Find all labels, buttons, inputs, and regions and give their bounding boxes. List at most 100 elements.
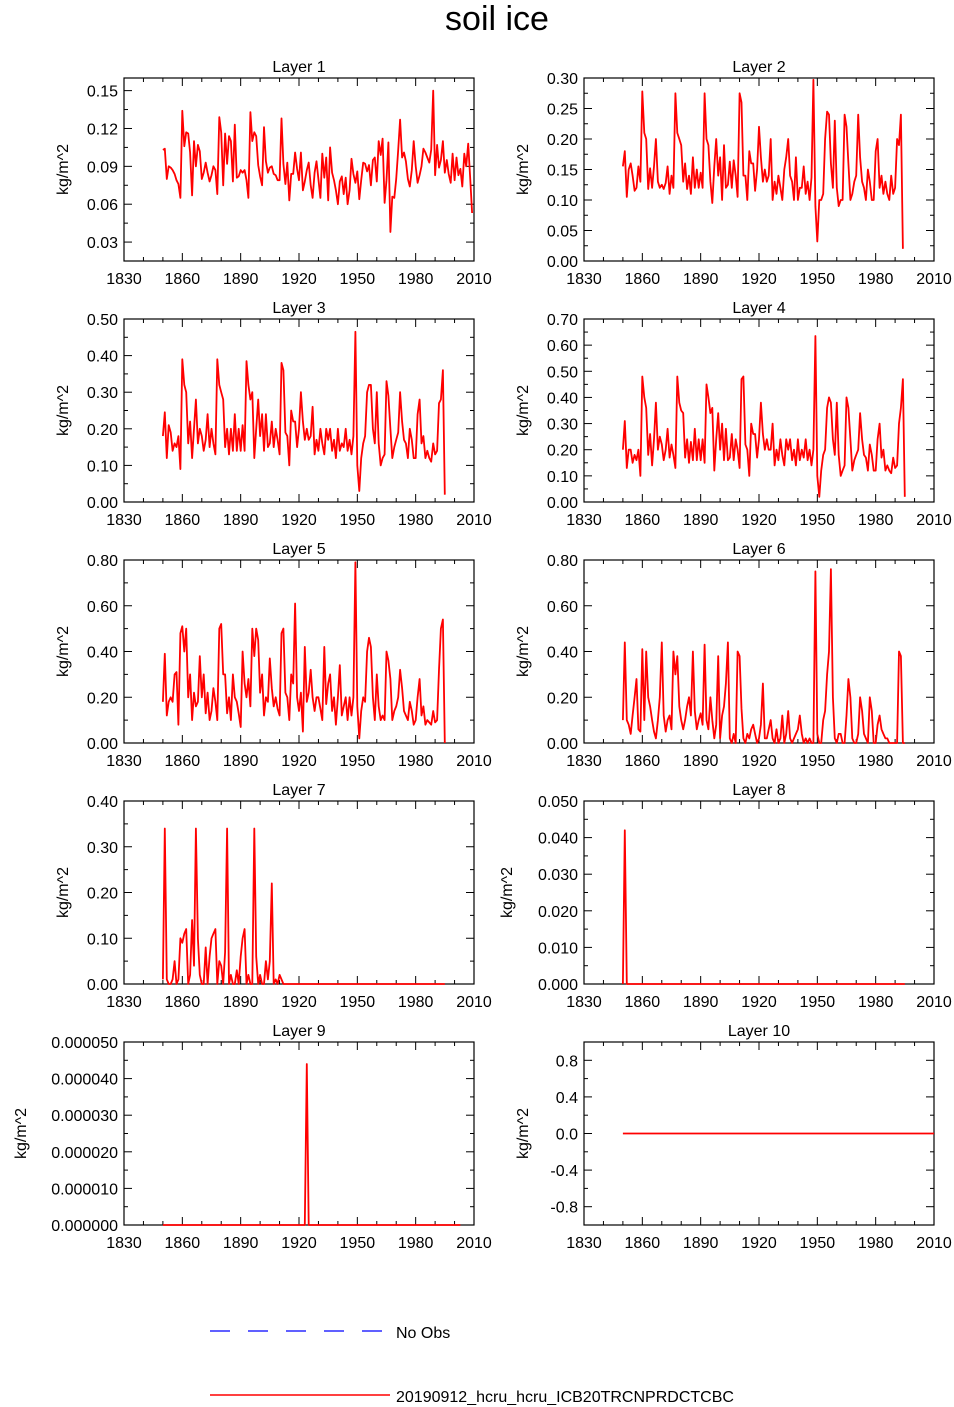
y-tick-label: 0.00 — [547, 254, 578, 271]
x-tick-label: 1950 — [340, 753, 376, 770]
y-axis-label: kg/m^2 — [515, 626, 532, 677]
plot-frame — [583, 77, 935, 262]
y-tick-label: 0.00 — [87, 495, 118, 512]
x-tick-label: 1830 — [106, 753, 142, 770]
y-tick-label: 0.0 — [556, 1127, 578, 1144]
x-tick-label: 1980 — [858, 271, 894, 288]
y-tick-label: 0.20 — [547, 690, 578, 707]
x-tick-label: 1980 — [858, 1235, 894, 1252]
y-tick-label: 0.10 — [547, 193, 578, 210]
x-tick-label: 1950 — [800, 271, 836, 288]
y-tick-label: 0.06 — [87, 197, 118, 214]
y-tick-label: 0.09 — [87, 159, 118, 176]
x-tick-label: 1830 — [106, 1235, 142, 1252]
plot-frame — [123, 318, 475, 503]
panel-layer-8: Layer 8 1830 1860 1890 1920 1950 1980 2010 0.000… — [499, 782, 952, 1011]
x-tick-label: 1980 — [398, 512, 434, 529]
x-tick-label: 1860 — [625, 1235, 661, 1252]
series-line — [162, 1063, 461, 1226]
y-tick-label: 0.000020 — [51, 1145, 118, 1162]
y-tick-label: 0.000050 — [51, 1035, 118, 1052]
x-tick-label: 1860 — [625, 753, 661, 770]
y-tick-label: 0.10 — [547, 469, 578, 486]
x-tick-label: 1830 — [566, 512, 602, 529]
x-tick-label: 1890 — [683, 753, 719, 770]
y-tick-label: 0.4 — [556, 1090, 578, 1107]
x-tick-label: 1830 — [566, 271, 602, 288]
x-tick-label: 1890 — [683, 994, 719, 1011]
y-tick-label: 0.00 — [547, 495, 578, 512]
legend-obs-label: No Obs — [396, 1325, 450, 1342]
x-tick-label: 1920 — [741, 753, 777, 770]
x-tick-label: 1950 — [800, 1235, 836, 1252]
y-axis-label: kg/m^2 — [55, 385, 72, 436]
x-tick-label: 1860 — [165, 753, 201, 770]
y-tick-label: 0.30 — [87, 840, 118, 857]
panel-layer-3: Layer 3 1830 1860 1890 1920 1950 1980 2010 0.00 0… — [55, 300, 492, 529]
y-tick-label: 0.8 — [556, 1053, 578, 1070]
x-tick-label: 1860 — [625, 512, 661, 529]
y-tick-label: 0.00 — [547, 736, 578, 753]
x-tick-label: 1980 — [858, 753, 894, 770]
y-tick-label: -0.8 — [550, 1200, 578, 1217]
y-tick-label: 0.60 — [87, 599, 118, 616]
y-tick-label: 0.000010 — [51, 1181, 118, 1198]
panel-title: Layer 8 — [732, 782, 785, 799]
plot-frame — [123, 800, 475, 985]
x-tick-label: 1890 — [223, 994, 259, 1011]
x-tick-label: 1830 — [106, 994, 142, 1011]
x-tick-label: 1920 — [741, 271, 777, 288]
series-line — [622, 78, 904, 249]
x-tick-label: 1920 — [741, 512, 777, 529]
y-tick-label: 0.040 — [538, 831, 578, 848]
legend: No Obs 20190912_hcru_hcru_ICB20TRCNPRDCT… — [210, 1325, 734, 1406]
y-tick-label: 0.020 — [538, 904, 578, 921]
panel-title: Layer 2 — [732, 59, 785, 76]
x-tick-label: 1890 — [223, 1235, 259, 1252]
y-tick-label: 0.30 — [87, 385, 118, 402]
x-tick-label: 1950 — [800, 753, 836, 770]
plot-frame — [583, 559, 935, 744]
x-tick-label: 2010 — [456, 994, 492, 1011]
panel-title: Layer 10 — [728, 1023, 790, 1040]
panel-layer-5: Layer 5 1830 1860 1890 1920 1950 1980 2010 0.00 0… — [55, 541, 492, 770]
y-tick-label: 0.50 — [547, 364, 578, 381]
y-axis-label: kg/m^2 — [515, 385, 532, 436]
y-tick-label: 0.20 — [547, 443, 578, 460]
x-tick-label: 1920 — [281, 753, 317, 770]
y-tick-label: 0.25 — [547, 102, 578, 119]
x-tick-label: 1980 — [398, 271, 434, 288]
x-tick-label: 1980 — [398, 994, 434, 1011]
y-tick-label: 0.00 — [87, 977, 118, 994]
panel-title: Layer 3 — [272, 300, 325, 317]
y-axis-label: kg/m^2 — [55, 144, 72, 195]
y-axis-label: kg/m^2 — [55, 626, 72, 677]
y-tick-label: 0.30 — [547, 417, 578, 434]
series-line — [162, 561, 446, 744]
x-tick-label: 1830 — [106, 512, 142, 529]
series-line — [162, 89, 473, 233]
y-tick-label: 0.15 — [87, 84, 118, 101]
x-tick-label: 1920 — [741, 994, 777, 1011]
x-tick-label: 1920 — [281, 271, 317, 288]
x-tick-label: 1860 — [165, 512, 201, 529]
panel-layer-2: Layer 2 1830 1860 1890 1920 1950 1980 2010 0.00 0… — [515, 59, 952, 288]
x-tick-label: 1920 — [281, 1235, 317, 1252]
x-tick-label: 1920 — [281, 994, 317, 1011]
x-tick-label: 1890 — [683, 271, 719, 288]
y-axis-label: kg/m^2 — [13, 1108, 30, 1159]
y-axis-label: kg/m^2 — [515, 1108, 532, 1159]
panel-layer-1: Layer 1 1830 1860 1890 1920 1950 1980 2010 0.03 0… — [55, 59, 492, 288]
x-tick-label: 2010 — [916, 271, 952, 288]
panel-layer-4: Layer 4 1830 1860 1890 1920 1950 1980 2010 0.00 0… — [515, 300, 952, 529]
x-tick-label: 1890 — [223, 512, 259, 529]
x-tick-label: 2010 — [456, 512, 492, 529]
y-tick-label: -0.4 — [550, 1163, 578, 1180]
panel-layer-9: Layer 9 1830 1860 1890 1920 1950 1980 2010 0.000… — [13, 1023, 492, 1252]
series-line — [622, 829, 905, 985]
panel-layer-10: Layer 10 1830 1860 1890 1920 1950 1980 2010 -0.8… — [515, 1023, 952, 1252]
series-line — [622, 335, 906, 498]
panel-layer-7: Layer 7 1830 1860 1890 1920 1950 1980 2010 0.00 0… — [55, 782, 492, 1011]
